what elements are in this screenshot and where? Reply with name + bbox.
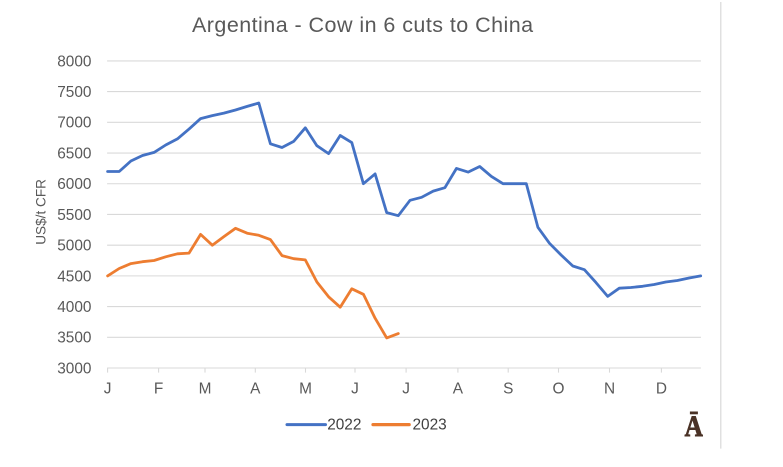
svg-text:7500: 7500	[57, 84, 91, 101]
svg-text:US$/t CFR: US$/t CFR	[34, 179, 49, 245]
svg-text:F: F	[154, 381, 163, 398]
svg-text:S: S	[503, 381, 513, 398]
svg-text:A: A	[250, 381, 261, 398]
svg-text:D: D	[656, 381, 667, 398]
svg-text:A: A	[685, 409, 703, 443]
svg-text:4000: 4000	[57, 299, 91, 316]
svg-text:N: N	[604, 381, 615, 398]
svg-text:J: J	[104, 381, 112, 398]
svg-text:2023: 2023	[413, 416, 447, 433]
svg-text:5000: 5000	[57, 238, 91, 255]
svg-text:M: M	[199, 381, 212, 398]
svg-text:3500: 3500	[57, 330, 91, 347]
svg-text:Argentina - Cow in 6 cuts to C: Argentina - Cow in 6 cuts to China	[192, 13, 534, 37]
svg-text:A: A	[453, 381, 464, 398]
svg-text:7000: 7000	[57, 115, 91, 132]
svg-text:M: M	[299, 381, 312, 398]
svg-text:4500: 4500	[57, 268, 91, 285]
svg-text:3000: 3000	[57, 360, 91, 377]
svg-text:6500: 6500	[57, 145, 91, 162]
svg-text:J: J	[402, 381, 410, 398]
svg-text:O: O	[553, 381, 565, 398]
svg-text:5500: 5500	[57, 207, 91, 224]
svg-text:6000: 6000	[57, 176, 91, 193]
svg-text:2022: 2022	[327, 416, 361, 433]
svg-text:8000: 8000	[57, 53, 91, 70]
svg-text:J: J	[351, 381, 359, 398]
